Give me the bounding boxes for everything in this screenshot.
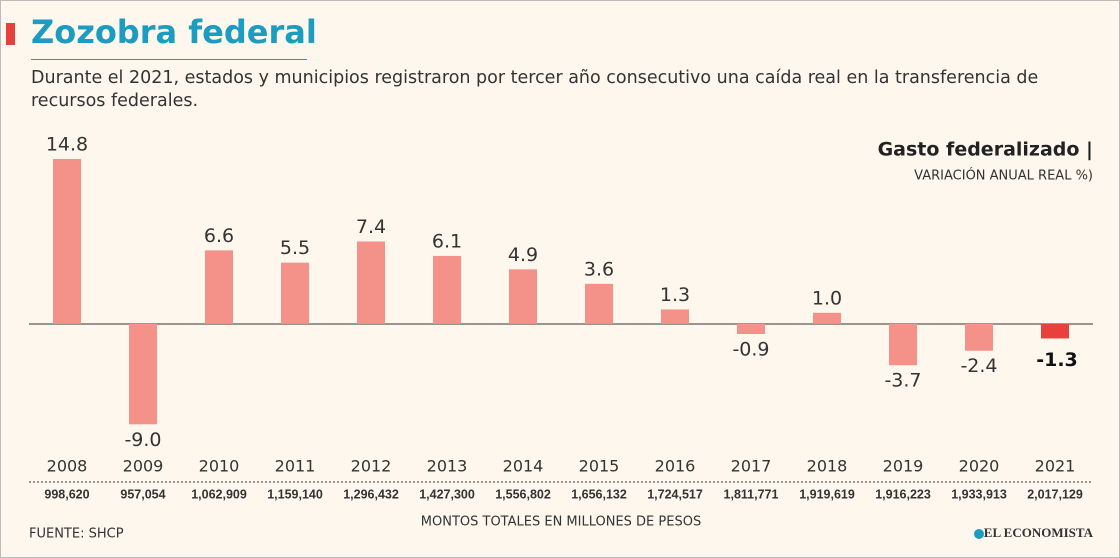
title-rule: [31, 59, 307, 60]
x-tick-label: 2008: [47, 457, 88, 476]
value-label: 1.0: [812, 287, 842, 309]
bar: [1041, 323, 1069, 339]
bar: [433, 255, 461, 324]
bar: [281, 262, 309, 324]
title-marker: [6, 23, 15, 45]
x-tick-label: 2016: [655, 457, 696, 476]
total-label: 1,159,140: [267, 487, 323, 501]
bar: [509, 269, 537, 324]
chart-unit: VARIACIÓN ANUAL REAL %): [914, 168, 1093, 184]
value-label: 14.8: [46, 133, 88, 155]
x-tick-label: 2010: [199, 457, 240, 476]
x-tick-label: 2020: [959, 457, 1000, 476]
bar: [889, 323, 917, 366]
total-label: 2,017,129: [1027, 487, 1083, 501]
x-tick-label: 2017: [731, 457, 772, 476]
x-tick-label: 2014: [503, 457, 544, 476]
total-label: 1,556,802: [495, 487, 551, 501]
bar: [205, 250, 233, 324]
total-label: 957,054: [120, 487, 165, 501]
x-tick-label: 2015: [579, 457, 620, 476]
total-label: 1,724,517: [647, 487, 703, 501]
chart-subtitle: Durante el 2021, estados y municipios re…: [31, 68, 1039, 111]
value-label: 5.5: [280, 237, 310, 259]
value-label: 7.4: [356, 216, 386, 238]
bar: [965, 323, 993, 351]
value-label: 1.3: [660, 284, 690, 306]
x-tick-label: 2012: [351, 457, 392, 476]
total-label: 1,062,909: [191, 487, 247, 501]
totals-caption: MONTOS TOTALES EN MILLONES DE PESOS: [421, 515, 701, 530]
total-label: 1,656,132: [571, 487, 627, 501]
bar: [813, 312, 841, 324]
value-label: 4.9: [508, 244, 538, 266]
total-label: 1,933,913: [951, 487, 1007, 501]
value-label: -1.3: [1036, 349, 1078, 371]
x-tick-label: 2009: [123, 457, 164, 476]
value-label: 6.1: [432, 230, 462, 252]
total-label: 1,916,223: [875, 487, 931, 501]
logo-icon: [974, 529, 984, 539]
total-label: 1,811,771: [724, 487, 779, 501]
value-label: -0.9: [732, 338, 769, 360]
value-label: 3.6: [584, 258, 614, 280]
bar: [53, 158, 81, 324]
bar: [585, 283, 613, 324]
x-tick-label: 2018: [807, 457, 848, 476]
bar: [661, 309, 689, 324]
bar: [737, 323, 765, 334]
total-label: 998,620: [44, 487, 89, 501]
value-label: -3.7: [884, 370, 921, 392]
chart-label: Gasto federalizado |: [878, 139, 1093, 161]
total-label: 1,427,300: [419, 487, 475, 501]
bar: [357, 241, 385, 324]
logo: EL ECONOMISTA: [984, 525, 1094, 540]
x-tick-label: 2011: [275, 457, 316, 476]
chart-title: Zozobra federal: [31, 13, 317, 51]
value-label: -2.4: [960, 355, 997, 377]
bar: [129, 323, 157, 425]
total-label: 1,296,432: [343, 487, 399, 501]
x-tick-label: 2019: [883, 457, 924, 476]
x-tick-label: 2021: [1035, 457, 1076, 476]
x-tick-label: 2013: [427, 457, 468, 476]
total-label: 1,919,619: [799, 487, 855, 501]
value-label: 6.6: [204, 225, 234, 247]
source: FUENTE: SHCP: [29, 527, 124, 542]
value-label: -9.0: [124, 429, 161, 451]
